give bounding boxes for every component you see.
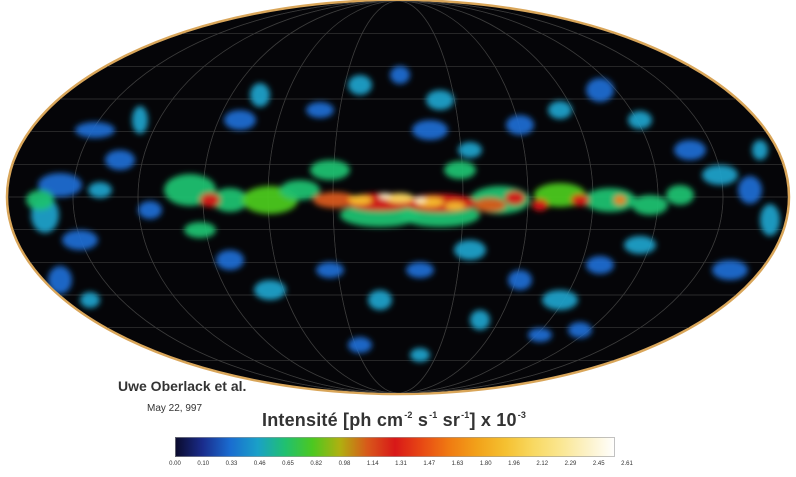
colorbar-title-label: Intensité <box>262 410 338 430</box>
colorbar-tick-label: 2.29 <box>564 461 577 467</box>
colorbar-tick-label: 1.63 <box>451 461 464 467</box>
colorbar-tick-label: 0.98 <box>338 461 351 467</box>
author-credit: Uwe Oberlack et al. <box>118 378 247 394</box>
emission-blob <box>506 115 534 135</box>
colorbar-tick-label: 1.14 <box>366 461 379 467</box>
emission-blob <box>348 195 372 205</box>
colorbar-tick-label: 2.61 <box>621 461 633 467</box>
emission-blob <box>138 201 162 219</box>
emission-blob <box>48 266 72 294</box>
colorbar-tick-labels: 0.00 0.10 0.33 0.46 0.65 0.82 0.98 1.14 1.31 1.47… <box>169 461 633 473</box>
emission-blob <box>316 262 344 278</box>
emission-blob <box>75 122 115 138</box>
emission-blob <box>532 199 548 211</box>
emission-blob <box>80 292 100 308</box>
emission-blob <box>280 180 320 200</box>
emission-blob <box>586 78 614 102</box>
emission-blob <box>702 165 738 185</box>
emission-blob <box>632 195 668 215</box>
emission-blob <box>412 120 448 140</box>
emission-blob <box>348 75 372 95</box>
emission-blob <box>216 250 244 270</box>
emission-blob <box>184 222 216 238</box>
emission-blob <box>666 185 694 205</box>
emission-blob <box>348 337 372 353</box>
emission-blob <box>712 260 748 280</box>
colorbar-tick-label: 0.65 <box>282 461 294 467</box>
emission-blob <box>568 322 592 338</box>
emission-blob <box>88 182 112 198</box>
emission-blob <box>584 188 636 212</box>
colorbar-tick-label: 0.82 <box>310 461 323 467</box>
credit-date: May 22, 997 <box>147 403 203 414</box>
emission-blob <box>586 256 614 274</box>
emission-blob <box>310 160 350 180</box>
emission-blob <box>410 348 430 362</box>
emission-blob <box>426 90 454 110</box>
emission-blob <box>614 195 626 205</box>
emission-blob <box>390 66 410 84</box>
emission-blob <box>548 101 572 119</box>
emission-blob <box>406 262 434 278</box>
intensity-colorbar <box>175 437 615 457</box>
all-sky-intensity-map <box>5 0 791 396</box>
emission-blob <box>250 83 270 107</box>
emission-blob <box>738 176 762 204</box>
emission-blob <box>212 188 248 212</box>
emission-blob <box>105 150 135 170</box>
emission-blob <box>224 110 256 130</box>
emission-blob <box>571 194 589 206</box>
emission-blob <box>444 161 476 179</box>
emission-blob <box>624 236 656 254</box>
colorbar-title: Intensité [ph cm-2 s-1 sr-1] x 10-3 <box>262 410 526 431</box>
emission-blob <box>200 193 220 207</box>
emission-blob <box>454 240 486 260</box>
emission-blob <box>628 111 652 129</box>
emission-blob <box>368 290 392 310</box>
emission-blob <box>445 202 465 210</box>
emission-blob <box>414 197 426 203</box>
emission-blob <box>26 190 54 210</box>
emission-blob <box>474 198 506 212</box>
emission-blob <box>379 193 391 199</box>
colorbar-tick-label: 1.31 <box>395 461 407 467</box>
emission-blob <box>470 310 490 330</box>
colorbar-tick-label: 1.80 <box>479 461 492 467</box>
colorbar-tick-label: 0.33 <box>225 461 238 467</box>
colorbar-unit: [ph cm-2 s-1 sr-1] x 10-3 <box>343 410 527 430</box>
emission-regions <box>26 66 780 362</box>
colorbar-tick-label: 0.00 <box>169 461 181 467</box>
emission-blob <box>760 204 780 236</box>
emission-blob <box>254 280 286 300</box>
emission-blob <box>306 102 334 118</box>
emission-blob <box>386 193 414 203</box>
emission-blob <box>313 192 357 208</box>
colorbar-tick-label: 0.10 <box>197 461 210 467</box>
emission-blob <box>542 290 578 310</box>
emission-blob <box>508 270 532 290</box>
emission-blob <box>528 328 552 342</box>
emission-blob <box>505 191 525 205</box>
emission-blob <box>674 140 706 160</box>
emission-blob <box>752 140 768 160</box>
emission-blob <box>458 142 482 158</box>
emission-blob <box>38 173 82 197</box>
emission-blob <box>132 106 148 134</box>
colorbar-tick-label: 2.45 <box>592 461 605 467</box>
emission-blob <box>62 230 98 250</box>
colorbar-tick-label: 1.96 <box>508 461 520 467</box>
colorbar-tick-label: 0.46 <box>253 461 266 467</box>
colorbar-tick-label: 2.12 <box>536 461 549 467</box>
colorbar-tick-label: 1.47 <box>423 461 436 467</box>
